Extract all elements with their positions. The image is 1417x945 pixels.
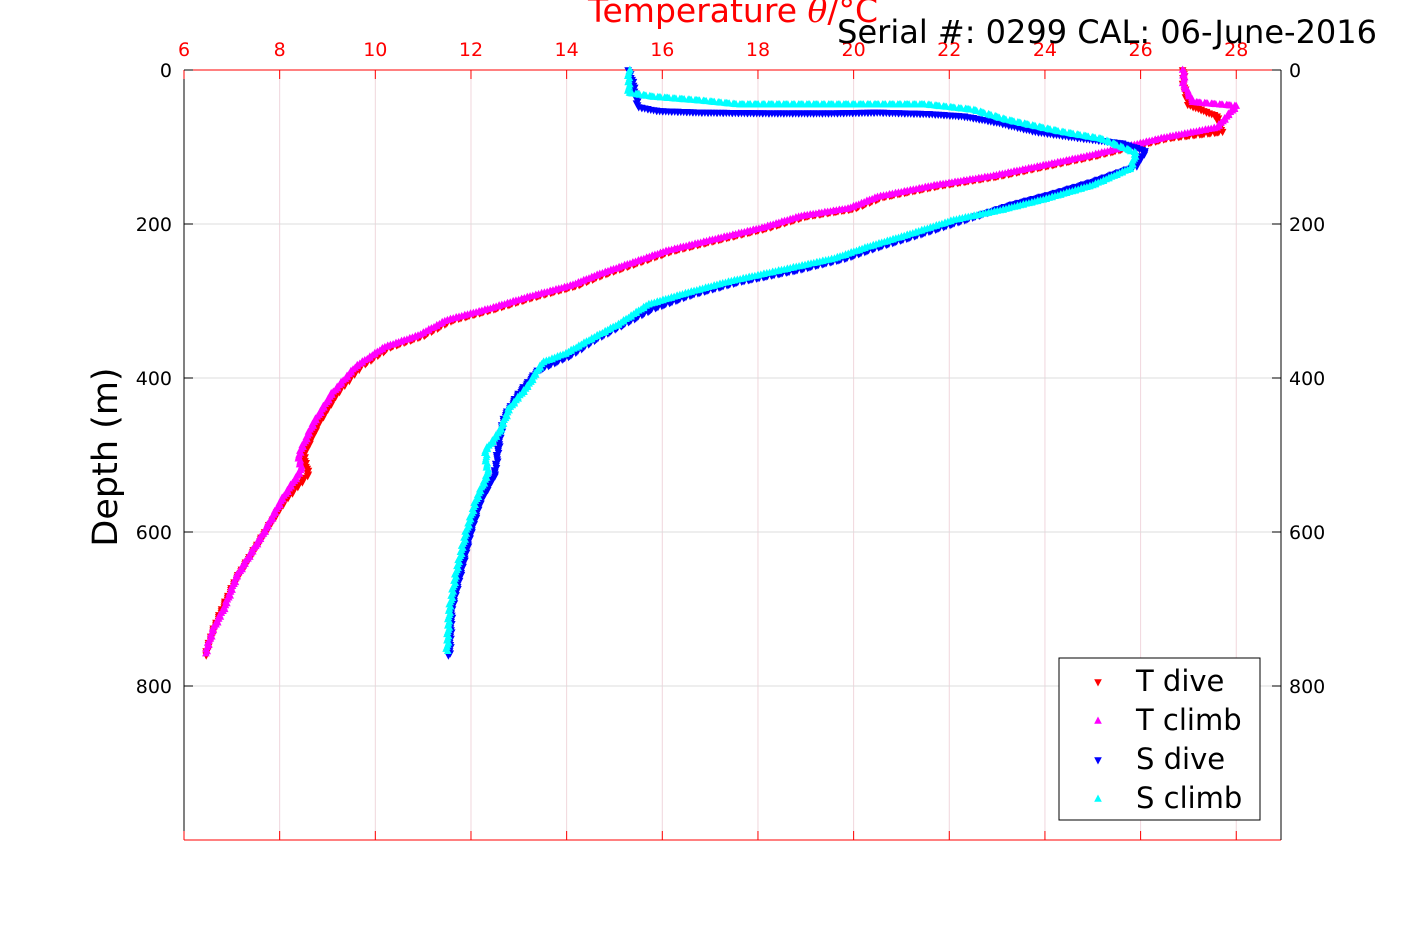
x-tick-label: 18	[746, 39, 770, 61]
x-tick-label: 14	[555, 39, 579, 61]
y-tick-label-left: 200	[136, 214, 172, 236]
x-tick-label: 24	[1033, 39, 1057, 61]
y-tick-label-right: 600	[1289, 522, 1325, 544]
y-tick-label-left: 800	[136, 676, 172, 698]
series-t-climb	[202, 65, 1241, 657]
x-tick-label: 8	[274, 39, 286, 61]
data-point	[1178, 65, 1187, 73]
y-tick-label-left: 600	[136, 522, 172, 544]
series-s-climb	[442, 65, 1140, 655]
x-axis-label-main: Temperature	[587, 0, 808, 30]
x-tick-label: 16	[650, 39, 674, 61]
axes: 6 8 10 12 14 16 18 20 22 24 26 28 0 0 200 200 400 400 600 6…	[136, 39, 1325, 841]
data-point	[444, 652, 453, 660]
y-tick-label-right: 200	[1289, 214, 1325, 236]
legend-label: T dive	[1135, 664, 1224, 698]
x-tick-label: 28	[1224, 39, 1248, 61]
x-axis-label-symbol: θ	[807, 0, 827, 30]
legend-marker	[1094, 679, 1102, 687]
x-tick-label: 20	[842, 39, 866, 61]
legend-box	[1058, 657, 1261, 821]
chart-title: Serial #: 0299 CAL: 06-June-2016	[837, 13, 1377, 51]
legend-marker	[1094, 794, 1102, 802]
legend-label: S dive	[1136, 742, 1225, 776]
y-tick-label-right: 800	[1289, 676, 1325, 698]
legend-label: S climb	[1136, 781, 1242, 815]
x-axis-label-unit: /°C	[827, 0, 878, 30]
legend-marker	[1094, 757, 1102, 765]
legend-marker	[1094, 716, 1102, 724]
data-series	[202, 65, 1241, 660]
legend-label: T climb	[1135, 703, 1242, 737]
x-axis-label: Temperature θ/°C	[587, 0, 878, 30]
y-axis-label: Depth (m)	[86, 367, 126, 546]
x-tick-label: 10	[363, 39, 387, 61]
y-tick-label-left: 0	[160, 60, 172, 82]
x-tick-label: 6	[178, 39, 190, 61]
y-tick-label-left: 400	[136, 368, 172, 390]
y-tick-label-right: 0	[1289, 60, 1301, 82]
x-tick-label: 22	[937, 39, 961, 61]
legend: T dive T climb S dive S climb	[1058, 657, 1261, 821]
x-tick-label: 12	[459, 39, 483, 61]
y-tick-label-right: 400	[1289, 368, 1325, 390]
data-point	[626, 65, 634, 73]
x-tick-label: 26	[1129, 39, 1153, 61]
